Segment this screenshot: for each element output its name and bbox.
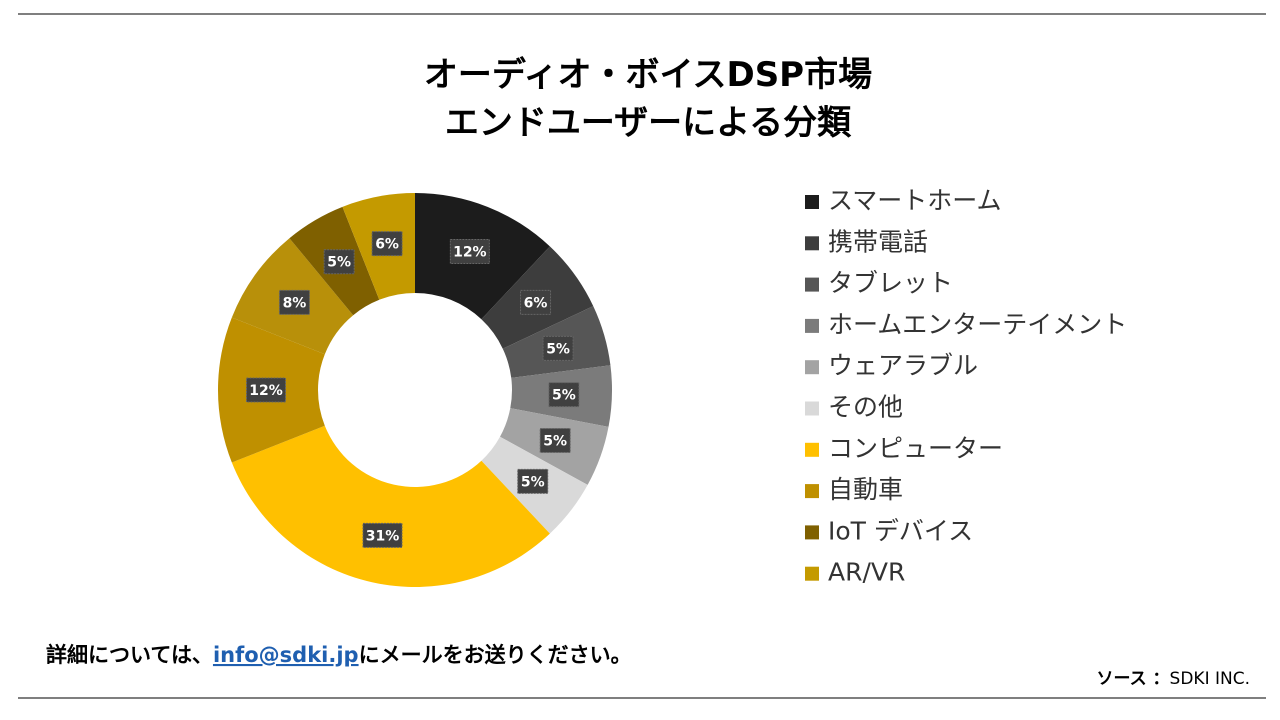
source-name: SDKI INC.	[1170, 669, 1250, 689]
value-label: 31%	[366, 528, 400, 544]
legend-swatch	[805, 236, 819, 251]
value-label: 5%	[521, 474, 545, 490]
donut-chart: 12% 6% 5% 5% 5% 5% 31% 12% 8% 5% 6% スマートホーム携帯電話タブレッ…	[217, 186, 1127, 587]
footer-prefix: 詳細については、	[46, 643, 213, 667]
legend-label: その他	[828, 393, 903, 422]
value-label: 8%	[283, 295, 307, 311]
value-label-box	[278, 289, 310, 315]
value-label-box	[449, 238, 490, 264]
value-label: 5%	[546, 341, 570, 357]
legend-swatch	[805, 525, 819, 540]
legend-swatch	[805, 195, 819, 209]
legend-label: AR/VR	[828, 558, 905, 587]
donut-slice	[231, 425, 550, 587]
value-label-box	[539, 427, 571, 453]
value-label-box	[548, 382, 580, 408]
legend-label: IoT デバイス	[828, 516, 973, 545]
value-label: 12%	[249, 383, 283, 399]
value-label: 6%	[375, 237, 399, 253]
value-label-box	[517, 468, 549, 494]
footer-suffix: にメールをお送りください。	[359, 643, 632, 667]
value-label: 5%	[327, 255, 351, 271]
value-label: 12%	[453, 244, 487, 260]
source: ソース ：SDKI INC.	[1096, 669, 1250, 689]
legend-label: 携帯電話	[828, 227, 928, 256]
value-label: 5%	[552, 388, 576, 404]
legend-swatch	[805, 360, 819, 375]
chart-subtitle: エンドユーザーによる分類	[445, 103, 852, 143]
legend-swatch	[805, 277, 819, 292]
legend-label: ホームエンターテイメント	[828, 310, 1127, 339]
legend-swatch	[805, 442, 819, 457]
legend-swatch	[805, 401, 819, 416]
value-label-box	[520, 289, 552, 315]
legend-label: ウェアラブル	[828, 351, 978, 380]
source-label: ソース ：	[1096, 669, 1169, 689]
legend-swatch	[805, 484, 819, 499]
legend-label: コンピューター	[828, 434, 1003, 463]
value-label: 6%	[524, 295, 548, 311]
value-label-box	[246, 377, 286, 403]
value-label: 5%	[543, 433, 567, 449]
email-link[interactable]: info@sdki.jp	[213, 643, 359, 667]
legend-label: 自動車	[828, 475, 903, 504]
value-label-box	[362, 522, 403, 548]
legend-label: タブレット	[828, 269, 953, 298]
legend-swatch	[805, 318, 819, 333]
footer-text: 詳細については、info@sdki.jpにメールをお送りください。	[46, 643, 632, 667]
legend-swatch	[805, 566, 819, 581]
value-label-box	[542, 335, 574, 361]
value-label-box	[371, 231, 403, 257]
value-label-box	[323, 249, 355, 275]
chart-title: オーディオ・ボイスDSP市場	[424, 55, 872, 95]
legend-label: スマートホーム	[828, 186, 1002, 215]
